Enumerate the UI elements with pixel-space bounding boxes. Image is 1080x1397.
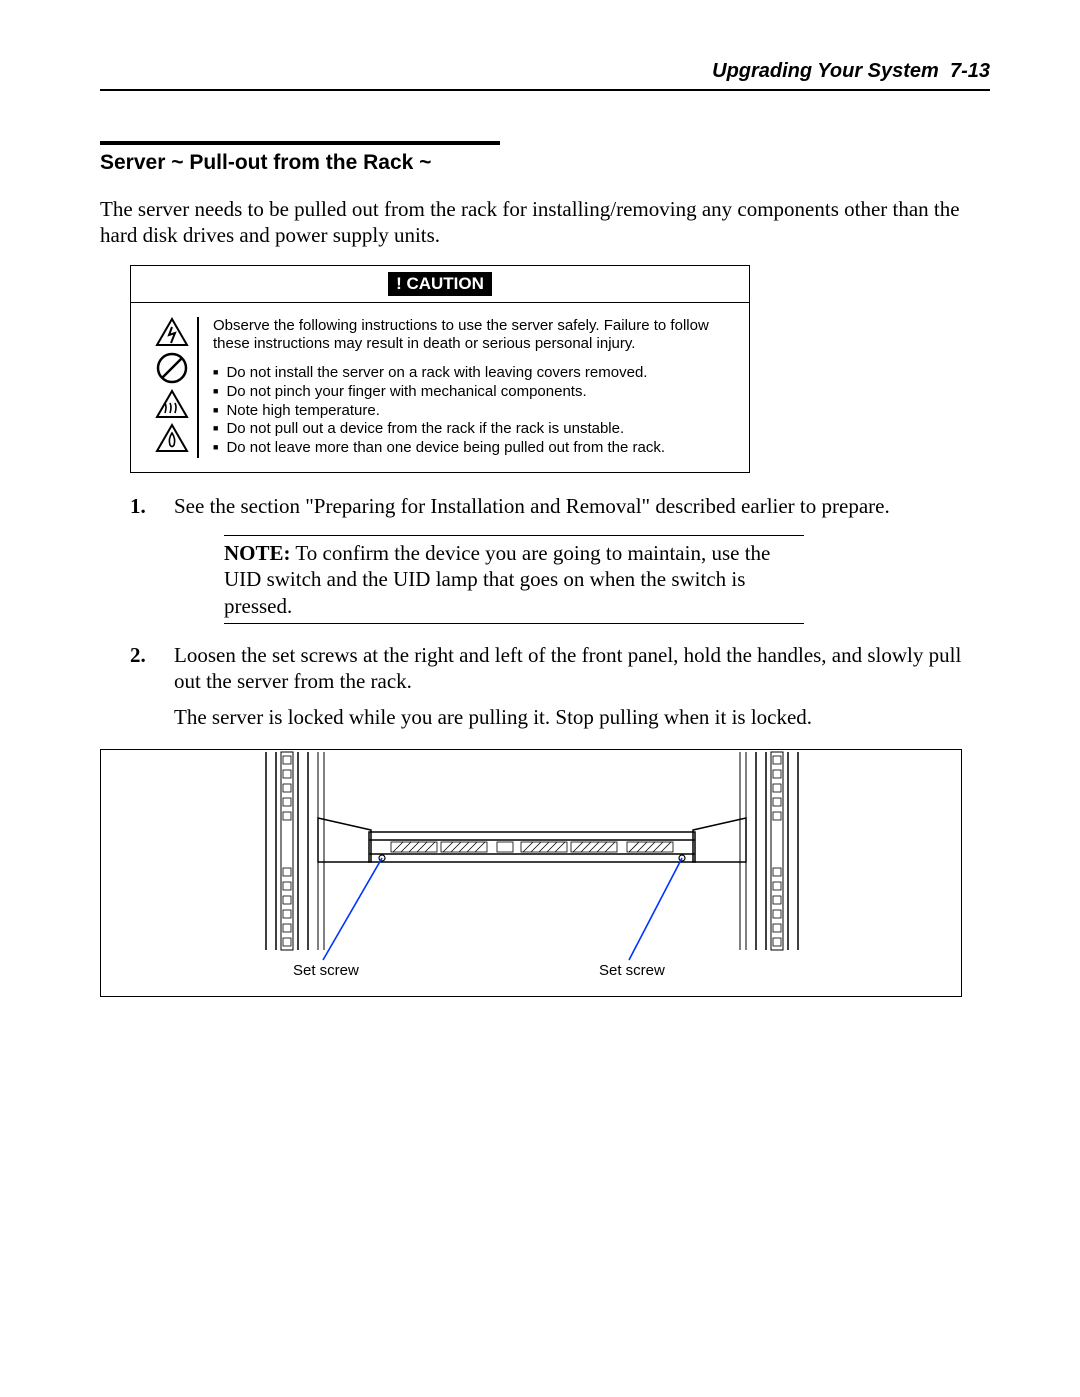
step-1: 1. See the section "Preparing for Instal…	[130, 493, 990, 624]
caution-item: Do not pinch your finger with mechanical…	[213, 383, 733, 402]
caution-item: Note high temperature.	[213, 402, 733, 421]
caution-label: ! CAUTION	[388, 272, 492, 296]
step-text-continued: The server is locked while you are pulli…	[174, 705, 812, 729]
caution-list: Do not install the server on a rack with…	[213, 364, 733, 458]
caution-intro: Observe the following instructions to us…	[213, 317, 733, 355]
caution-box: ! CAUTION	[130, 265, 750, 473]
steps-list: 1. See the section "Preparing for Instal…	[130, 493, 990, 731]
caution-text-column: Observe the following instructions to us…	[197, 317, 733, 458]
caution-header: ! CAUTION	[131, 266, 749, 303]
caution-item: Do not install the server on a rack with…	[213, 364, 733, 383]
note-body: To confirm the device you are going to m…	[224, 541, 770, 618]
note-label: NOTE:	[224, 541, 291, 565]
prohibited-icon	[155, 351, 189, 385]
rack-diagram-svg	[101, 750, 962, 997]
document-page: Upgrading Your System 7-13 Server ~ Pull…	[0, 0, 1080, 1397]
caution-item: Do not leave more than one device being …	[213, 439, 733, 458]
running-title: Upgrading Your System	[712, 60, 939, 82]
running-head: Upgrading Your System 7-13	[100, 60, 990, 83]
caution-label-text: CAUTION	[406, 274, 483, 293]
section-title: Server ~ Pull-out from the Rack ~	[100, 151, 990, 175]
fire-hazard-icon	[155, 423, 189, 453]
header-rule	[100, 89, 990, 91]
figure-label-right: Set screw	[599, 962, 665, 979]
hot-surface-icon	[155, 389, 189, 419]
step-2: 2. Loosen the set screws at the right an…	[130, 642, 990, 731]
step-text: Loosen the set screws at the right and l…	[174, 643, 961, 693]
note-rule-bottom	[224, 623, 804, 624]
step-number: 2.	[130, 642, 146, 668]
section-intro: The server needs to be pulled out from t…	[100, 196, 990, 249]
step-number: 1.	[130, 493, 146, 519]
step-text: See the section "Preparing for Installat…	[174, 494, 890, 518]
warning-icon: !	[396, 274, 402, 293]
page-number: 7-13	[950, 60, 990, 82]
rack-figure: Set screw Set screw	[100, 749, 962, 997]
section-rule	[100, 141, 500, 145]
caution-item: Do not pull out a device from the rack i…	[213, 420, 733, 439]
electric-shock-icon	[155, 317, 189, 347]
note-text: NOTE: To confirm the device you are goin…	[224, 536, 804, 623]
note-block: NOTE: To confirm the device you are goin…	[224, 535, 804, 624]
caution-icon-column	[147, 317, 197, 458]
figure-label-left: Set screw	[293, 962, 359, 979]
